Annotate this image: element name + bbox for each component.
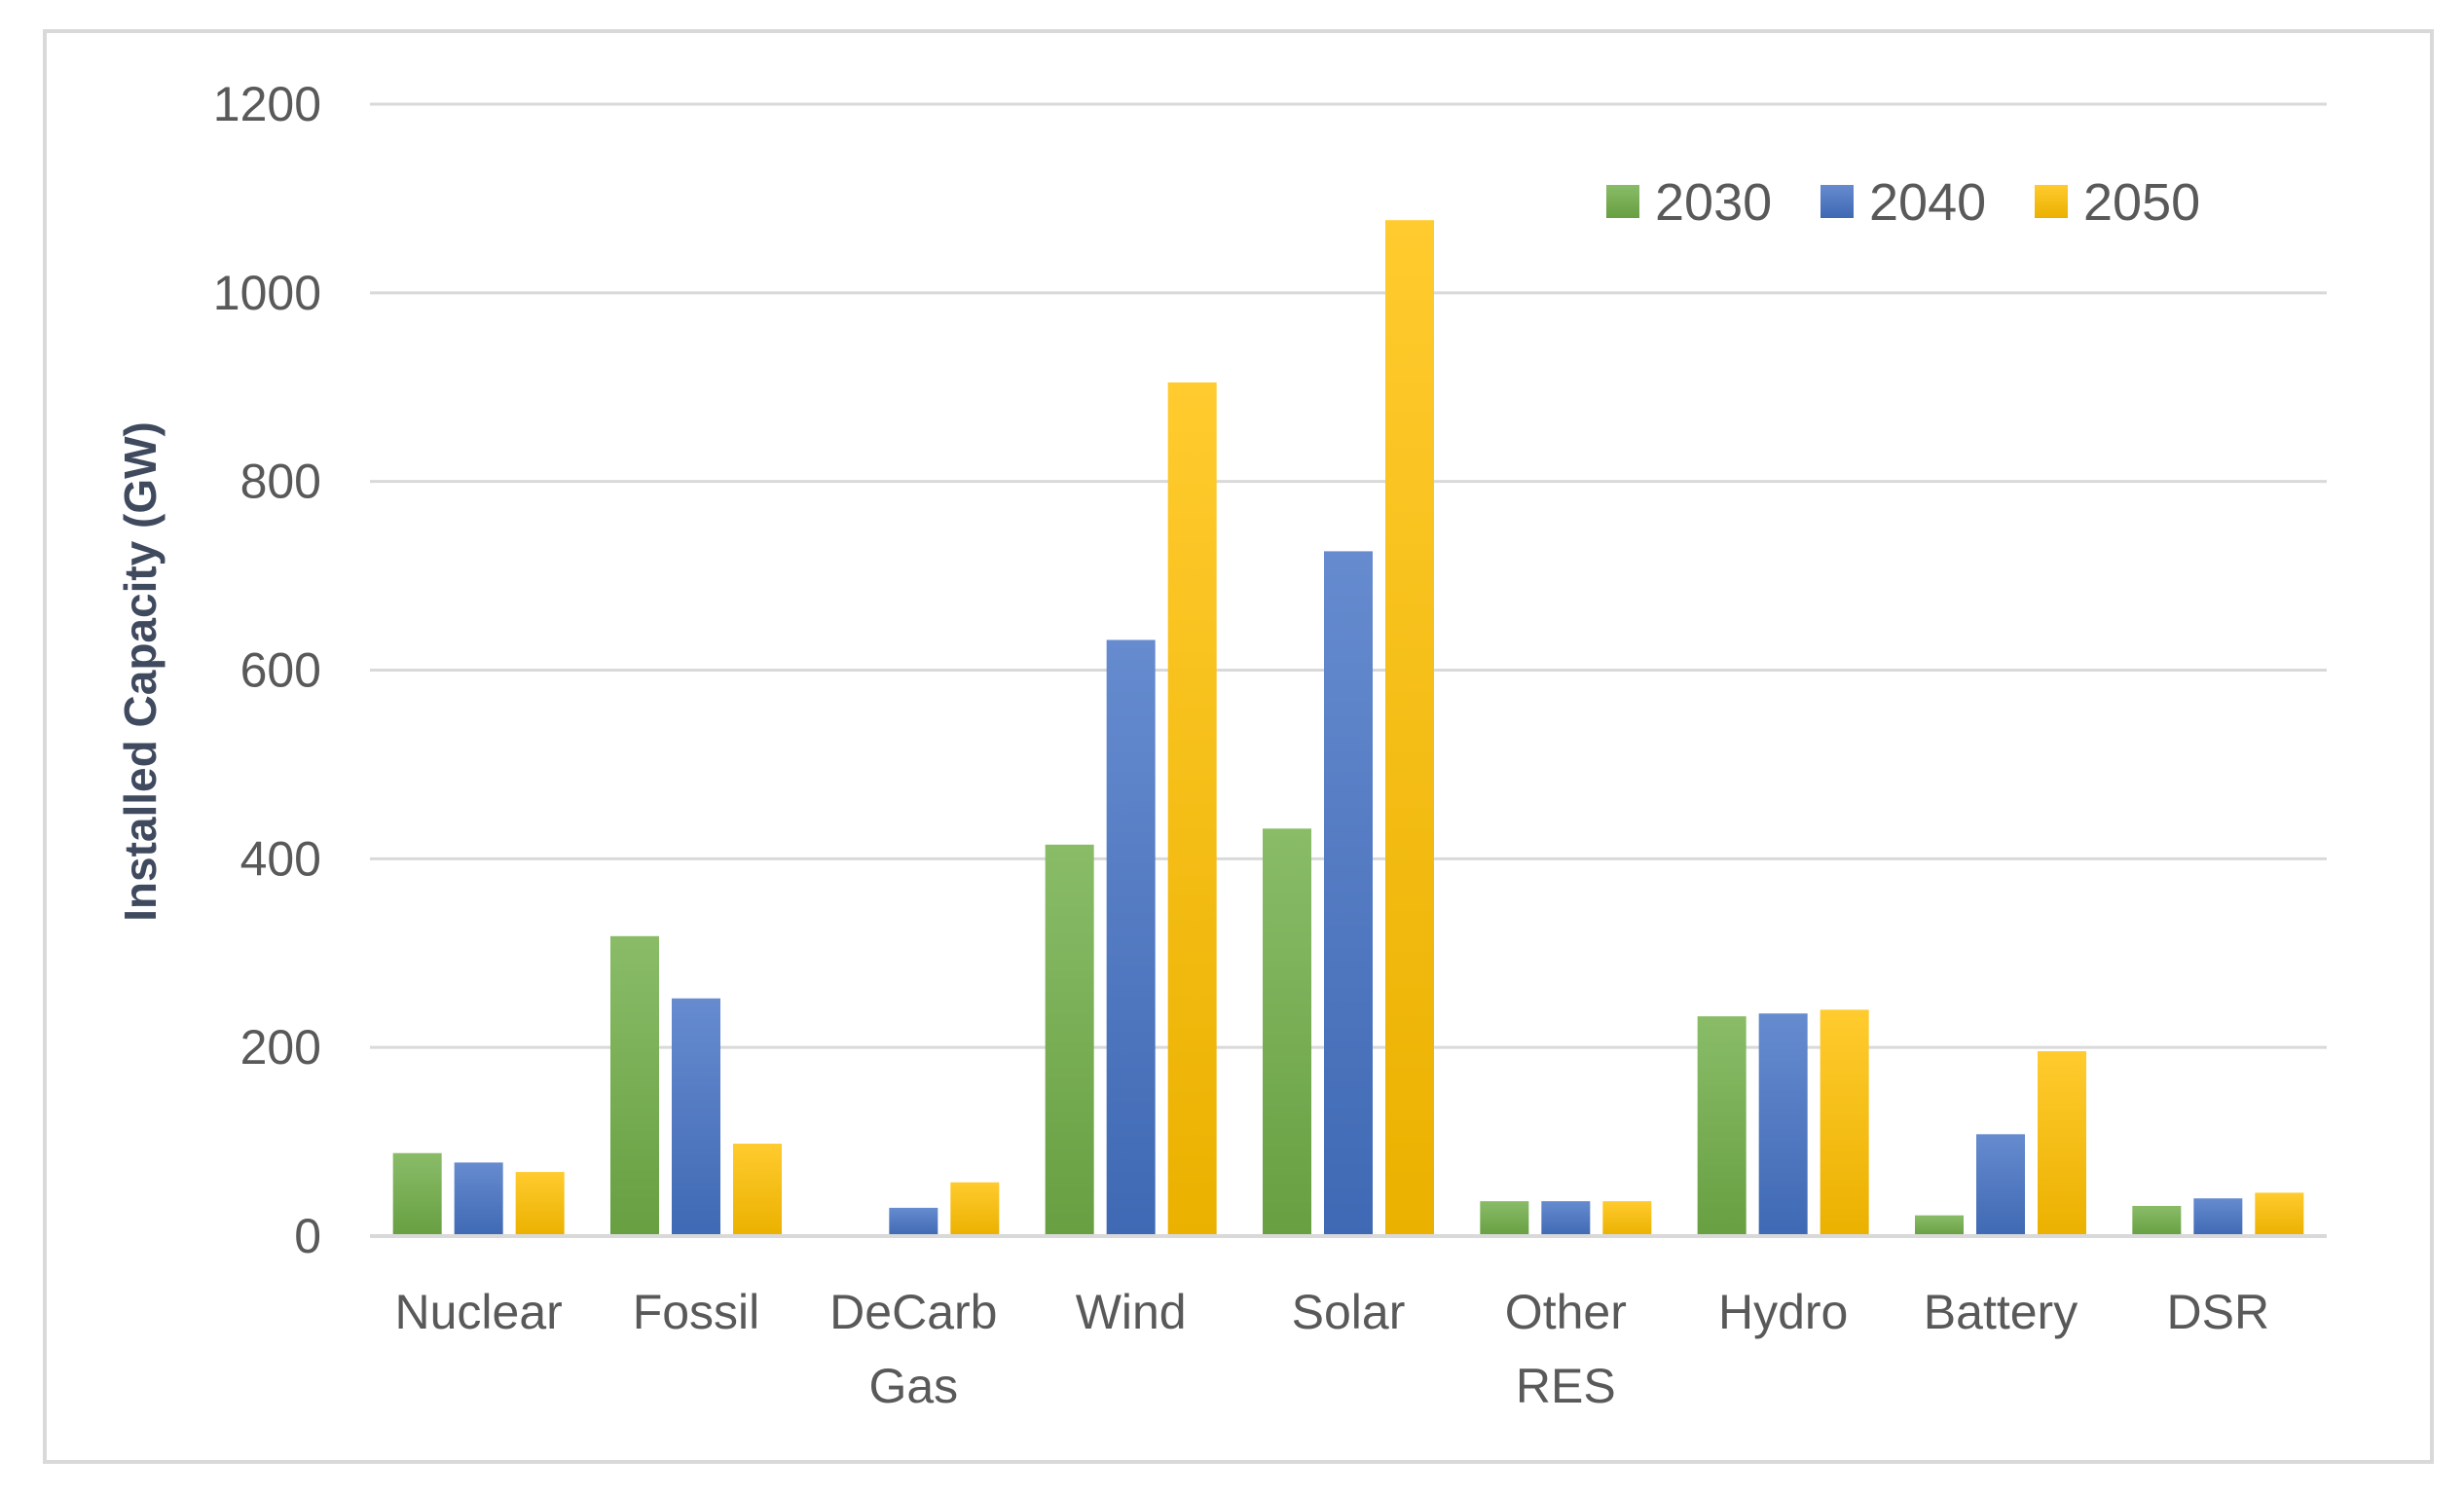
bar-2030-dsr bbox=[2132, 1205, 2182, 1236]
y-tick-label: 1000 bbox=[213, 266, 321, 320]
y-axis-title: Installed Capacity (GW) bbox=[115, 421, 165, 922]
legend-swatch bbox=[2035, 185, 2068, 218]
bar-2050-nuclear bbox=[515, 1172, 565, 1236]
x-tick-label: DeCarb Gas bbox=[829, 1285, 997, 1413]
axes: 0 200 400 600 800 1000 1200 Nuclear Fossil DeCarb… bbox=[213, 77, 2327, 1413]
bar-2050-other-res bbox=[1602, 1201, 1652, 1236]
bar-2030-fossil bbox=[610, 935, 659, 1236]
x-tick-label: Battery bbox=[1924, 1285, 2078, 1339]
bar-2040-wind bbox=[1106, 639, 1156, 1236]
bar-2040-battery bbox=[1976, 1134, 2025, 1236]
x-tick-label: Wind bbox=[1076, 1285, 1187, 1339]
bar-2050-hydro bbox=[1820, 1009, 1869, 1236]
x-tick-label: Solar bbox=[1292, 1285, 1406, 1339]
y-tick-label: 1200 bbox=[213, 77, 321, 131]
y-tick-label: 800 bbox=[240, 455, 321, 509]
bar-2030-other-res bbox=[1480, 1201, 1529, 1236]
x-tick-label: Hydro bbox=[1718, 1285, 1848, 1339]
legend-swatch bbox=[1606, 185, 1639, 218]
legend-swatch bbox=[1820, 185, 1854, 218]
bar-2040-fossil bbox=[672, 998, 720, 1236]
bar-2050-solar bbox=[1385, 220, 1434, 1236]
y-tick-label: 0 bbox=[294, 1209, 321, 1263]
x-tick-label: Fossil bbox=[633, 1285, 760, 1339]
x-tick-label: DSR bbox=[2167, 1285, 2270, 1339]
bar-2040-other-res bbox=[1541, 1201, 1591, 1236]
bar-2030-solar bbox=[1263, 828, 1311, 1236]
bar-2030-wind bbox=[1045, 844, 1094, 1236]
y-tick-label: 200 bbox=[240, 1020, 321, 1075]
y-tick-label: 400 bbox=[240, 831, 321, 886]
bar-2040-nuclear bbox=[454, 1162, 503, 1236]
bar-2050-decarb-gas bbox=[950, 1182, 1000, 1236]
legend: 2030 2040 2050 bbox=[1606, 173, 2200, 232]
bar-2040-dsr bbox=[2193, 1198, 2243, 1236]
bar-2030-battery bbox=[1915, 1215, 1964, 1236]
bars bbox=[392, 220, 2304, 1236]
bar-2050-fossil bbox=[733, 1144, 782, 1236]
x-tick-label: Other RES bbox=[1505, 1285, 1627, 1413]
bar-2040-solar bbox=[1324, 551, 1373, 1236]
bar-2030-hydro bbox=[1697, 1016, 1747, 1236]
bar-2050-wind bbox=[1167, 382, 1217, 1236]
bar-2050-battery bbox=[2038, 1051, 2086, 1236]
legend-label: 2050 bbox=[2083, 173, 2200, 232]
legend-label: 2030 bbox=[1655, 173, 1772, 232]
x-tick-label: Nuclear bbox=[395, 1285, 563, 1339]
bar-2050-dsr bbox=[2255, 1192, 2304, 1236]
bar-2040-hydro bbox=[1758, 1013, 1808, 1236]
y-tick-label: 600 bbox=[240, 643, 321, 698]
bar-2030-nuclear bbox=[392, 1152, 442, 1236]
legend-label: 2040 bbox=[1869, 173, 1986, 232]
bar-2040-decarb-gas bbox=[889, 1207, 938, 1236]
